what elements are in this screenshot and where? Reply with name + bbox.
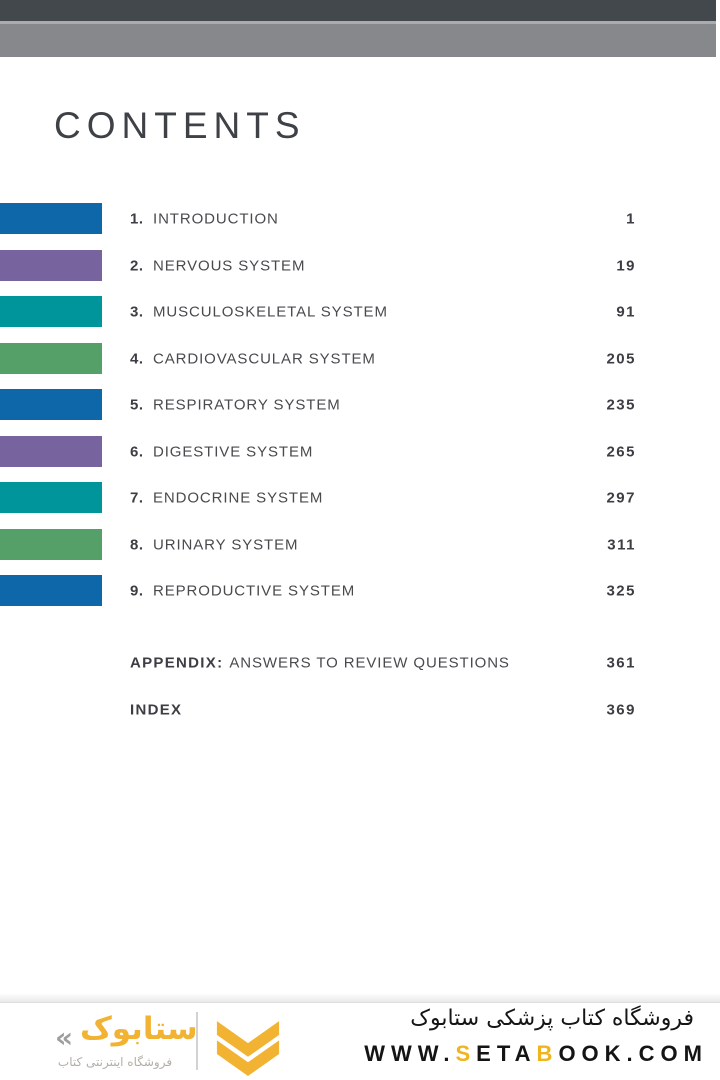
url-part: ETA [476,1041,537,1066]
chapter-page: 235 [606,396,636,413]
index-label: INDEX [130,701,183,718]
logo-tagline: فروشگاه اینترنتی کتاب [57,1055,173,1069]
index-page: 369 [606,701,636,718]
chapter-page: 311 [607,536,636,553]
toc-row: 1. INTRODUCTION 1 [0,203,720,234]
chevron-emblem-icon [216,1021,280,1076]
guillemet-icon: « [55,1021,74,1054]
store-title: فروشگاه کتاب پزشکی ستابوک [410,1006,694,1031]
chapter-page: 297 [606,489,636,506]
chapter-title: DIGESTIVE SYSTEM [153,443,314,460]
page-title: CONTENTS [54,104,306,146]
appendix-label: APPENDIX: ANSWERS TO REVIEW QUESTIONS [130,654,510,671]
footer: « ستابوک فروشگاه اینترنتی کتاب فروشگاه ک… [0,1002,720,1080]
chapter-page: 205 [606,350,636,367]
chapter-title: RESPIRATORY SYSTEM [153,396,341,413]
toc-row: 3. MUSCULOSKELETAL SYSTEM 91 [0,296,720,327]
chapter-color-bar [0,482,102,513]
toc-row: 5. RESPIRATORY SYSTEM 235 [0,389,720,420]
appendix-prefix: APPENDIX: [130,654,224,671]
chapter-number: 9. [130,582,144,599]
chapter-title: INTRODUCTION [153,210,279,227]
chapter-title: REPRODUCTIVE SYSTEM [153,582,356,599]
chapter-title: MUSCULOSKELETAL SYSTEM [153,303,388,320]
chapter-page: 91 [616,303,636,320]
toc-row: 2. NERVOUS SYSTEM 19 [0,250,720,281]
chapter-number: 1. [130,210,144,227]
website-url: WWW.SETABOOK.COM [364,1041,708,1067]
footer-shadow [0,993,720,1002]
setabook-wordmark: ستابوک [80,1011,198,1047]
chapter-color-bar [0,343,102,374]
chapter-color-bar [0,296,102,327]
chapter-page: 1 [626,210,636,227]
chapter-title: URINARY SYSTEM [153,536,299,553]
chapter-number: 4. [130,350,144,367]
appendix-page: 361 [606,654,636,671]
chapter-title: NERVOUS SYSTEM [153,257,306,274]
url-part: WWW. [364,1041,456,1066]
page-edge-strip [716,0,720,57]
chapter-color-bar [0,250,102,281]
chapter-number: 6. [130,443,144,460]
url-part: OOK.COM [558,1041,708,1066]
chapter-number: 2. [130,257,144,274]
url-part-accent: B [536,1041,559,1066]
chapter-color-bar [0,575,102,606]
top-dark-bar [0,0,720,21]
toc-row: 8. URINARY SYSTEM 311 [0,529,720,560]
chapter-number: 7. [130,489,144,506]
toc-row: 9. REPRODUCTIVE SYSTEM 325 [0,575,720,606]
toc-row: 6. DIGESTIVE SYSTEM 265 [0,436,720,467]
chapter-page: 19 [616,257,636,274]
top-gray-bar [0,24,720,57]
chapter-number: 5. [130,396,144,413]
top-divider-line [0,21,720,24]
toc-row: 7. ENDOCRINE SYSTEM 297 [0,482,720,513]
chapter-color-bar [0,203,102,234]
appendix-title: ANSWERS TO REVIEW QUESTIONS [229,654,510,671]
chapter-color-bar [0,529,102,560]
chapter-number: 8. [130,536,144,553]
chapter-page: 325 [606,582,636,599]
url-part-accent: S [455,1041,477,1066]
chapter-color-bar [0,436,102,467]
chapter-page: 265 [606,443,636,460]
index-row: INDEX 369 [0,694,720,725]
chapter-color-bar [0,389,102,420]
chapter-title: CARDIOVASCULAR SYSTEM [153,350,376,367]
appendix-row: APPENDIX: ANSWERS TO REVIEW QUESTIONS 361 [0,647,720,678]
logo-divider [196,1012,198,1070]
chapter-title: ENDOCRINE SYSTEM [153,489,324,506]
chapter-number: 3. [130,303,144,320]
toc-row: 4. CARDIOVASCULAR SYSTEM 205 [0,343,720,374]
